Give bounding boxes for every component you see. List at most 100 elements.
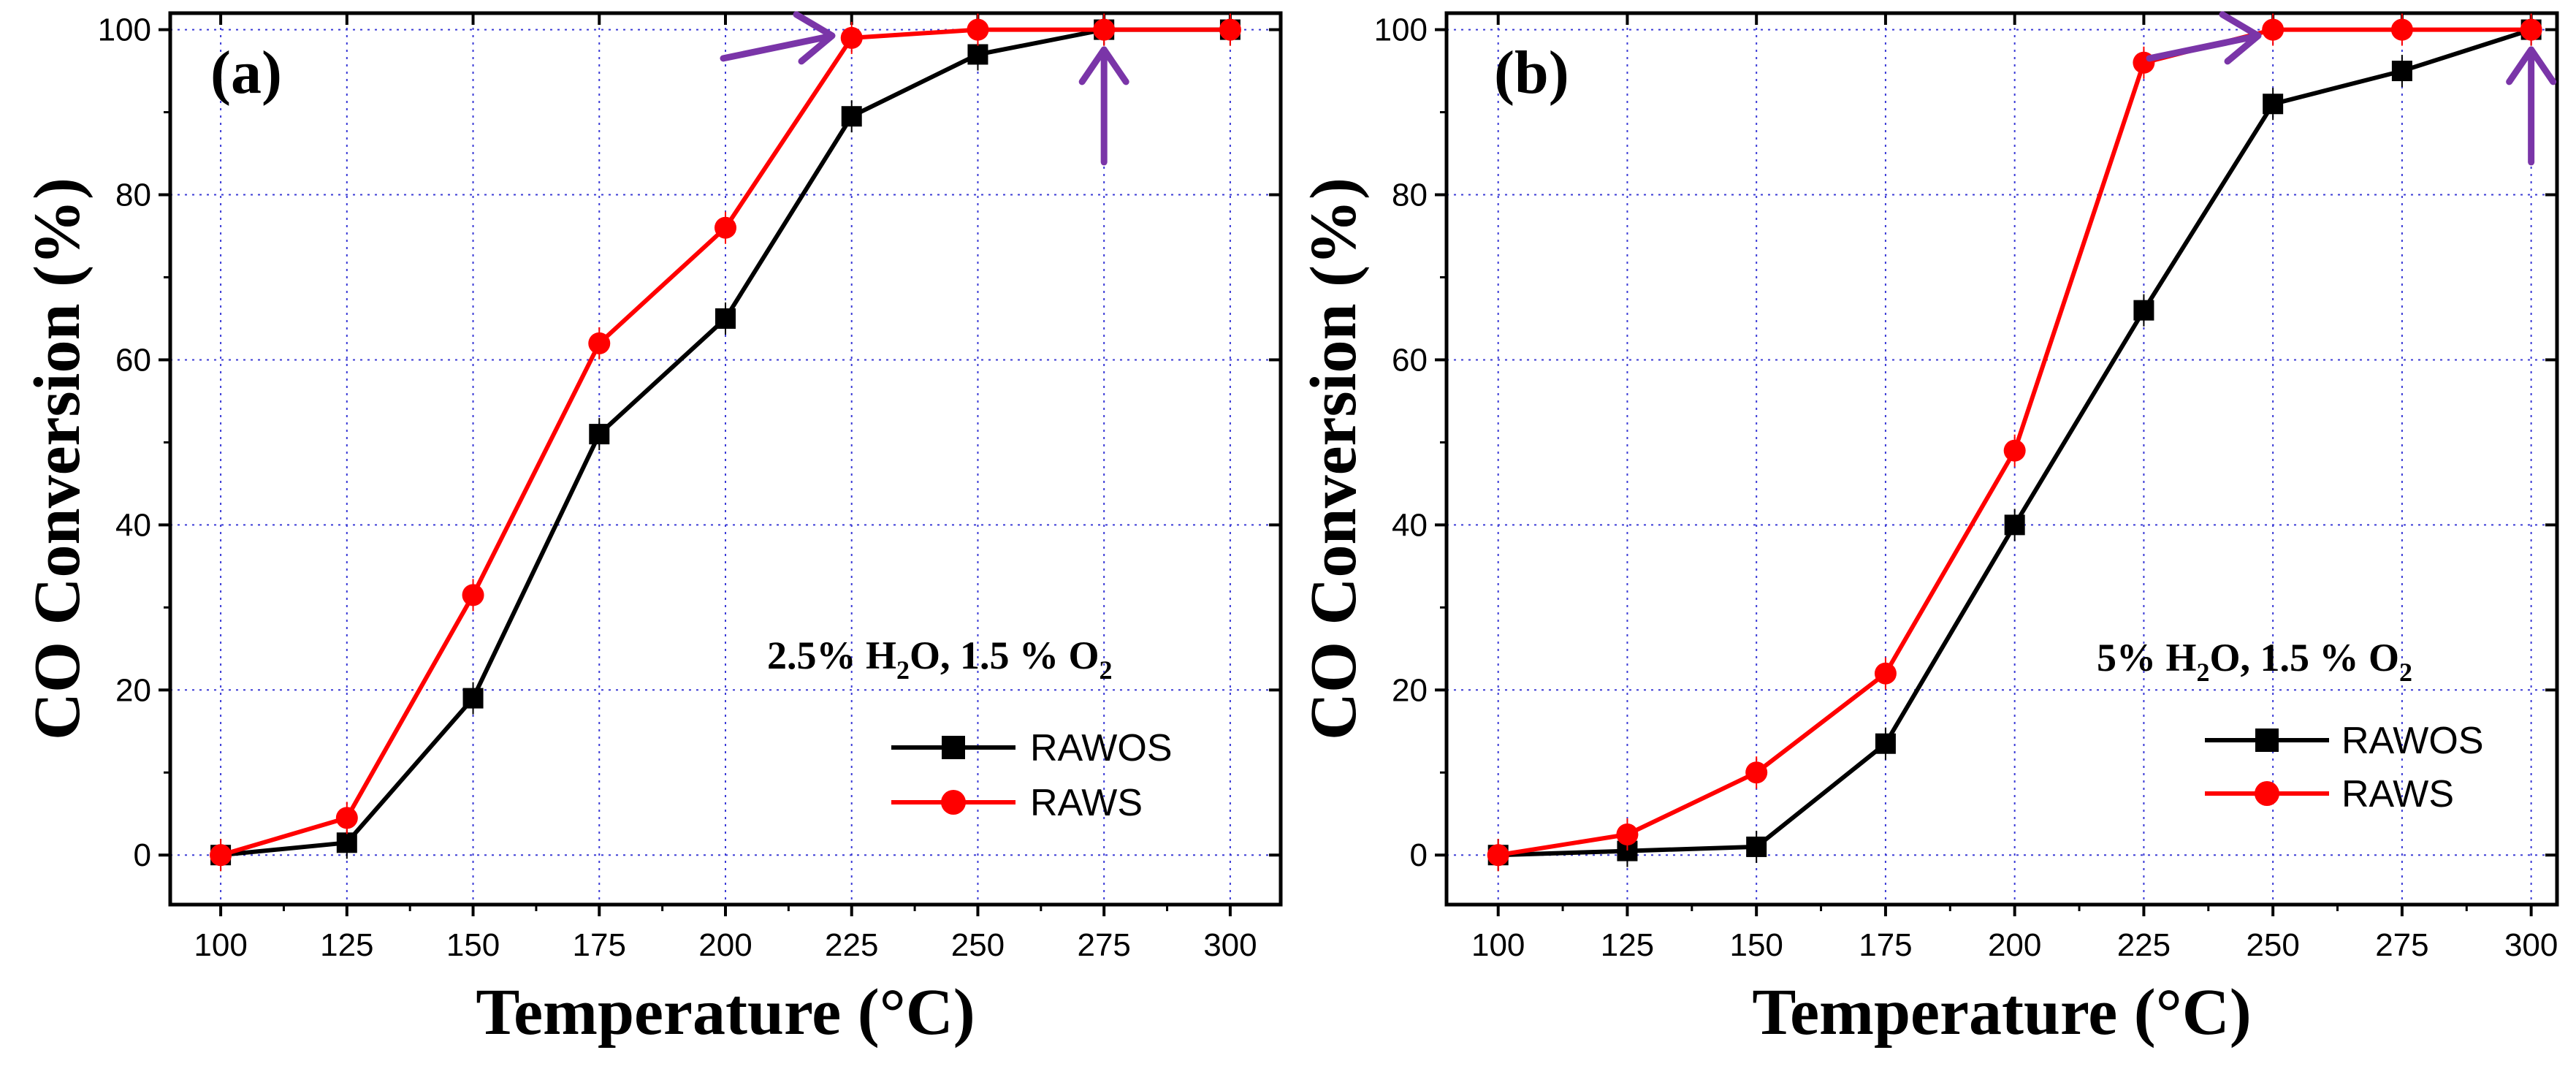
series-raws [1487, 13, 2542, 872]
panel-label: (a) [210, 39, 282, 107]
arrow-shaft [720, 33, 833, 62]
data-point [589, 424, 610, 445]
data-point [1875, 733, 1896, 754]
plot-area [1447, 13, 2557, 905]
y-axis-title: CO Conversion (%) [21, 178, 94, 740]
x-tick-label: 100 [194, 927, 247, 963]
y-tick-label: 60 [1392, 342, 1428, 378]
data-point [2004, 514, 2025, 536]
data-point [2391, 61, 2412, 82]
arrow-annotation [720, 11, 836, 65]
x-tick-label: 150 [446, 927, 500, 963]
legend-label-raws: RAWS [1030, 782, 1143, 824]
arrow-head [793, 11, 836, 65]
y-tick-label: 40 [115, 507, 151, 543]
arrow-annotation [2146, 11, 2262, 65]
condition-middle: O, 1.5 % O [2210, 636, 2400, 680]
legend-marker-raws [2255, 781, 2279, 806]
data-point [1616, 823, 1639, 845]
data-point [715, 308, 736, 329]
data-point [588, 332, 611, 354]
condition-label: 2.5% H2O, 1.5 % O2 [767, 634, 1113, 685]
gridlines [170, 13, 1281, 905]
data-point [210, 844, 232, 867]
x-tick-label: 225 [2117, 927, 2171, 963]
x-tick-label: 275 [1077, 927, 1130, 963]
axis-ticks: 100 125 150 175 200 225 250 275 300 0 20 40 60 80 100 [1374, 12, 2558, 963]
arrow-head [1078, 46, 1129, 85]
condition-sub1: 2 [896, 655, 910, 685]
y-tick-label: 20 [1392, 672, 1428, 708]
legend-marker-rawos [942, 736, 965, 759]
legend-label-raws: RAWS [2341, 773, 2454, 815]
x-tick-label: 125 [320, 927, 373, 963]
legend: RAWOS RAWS [891, 727, 1173, 824]
x-tick-label: 300 [1203, 927, 1257, 963]
legend-label-rawos: RAWOS [1030, 727, 1173, 769]
y-axis-title: CO Conversion (%) [1297, 178, 1370, 740]
y-tick-label: 80 [1392, 178, 1428, 213]
panel-label: (b) [1494, 39, 1569, 107]
condition-prefix: 2.5% H [767, 634, 896, 677]
condition-sub2: 2 [2399, 658, 2412, 687]
x-tick-label: 100 [1471, 927, 1525, 963]
x-tick-label: 250 [951, 927, 1005, 963]
condition-sub1: 2 [2197, 658, 2210, 687]
x-tick-label: 250 [2246, 927, 2299, 963]
axis-ticks: 100 125 150 175 200 225 250 275 300 0 20 40 60 80 100 [98, 12, 1281, 963]
condition-prefix: 5% H [2097, 636, 2197, 680]
legend-marker-raws [941, 790, 966, 815]
data-point [967, 44, 988, 65]
x-tick-label: 275 [2375, 927, 2428, 963]
data-point [1487, 844, 1509, 867]
data-series [210, 13, 1241, 872]
y-tick-label: 0 [1410, 837, 1428, 873]
chart-panel-b: 100 125 150 175 200 225 250 275 300 0 20 40 60 80100 … [1297, 11, 2559, 1049]
condition-middle: O, 1.5 % O [910, 634, 1100, 677]
data-point [2390, 18, 2413, 41]
data-point [1219, 18, 1241, 41]
y-tick-label: 60 [115, 342, 151, 378]
data-point [1093, 18, 1116, 41]
data-point [462, 688, 484, 709]
legend-marker-rawos [2255, 728, 2279, 752]
arrow-annotation [2506, 46, 2557, 166]
arrow-head [2219, 11, 2262, 65]
y-tick-label: 0 [134, 837, 151, 873]
data-point [1874, 662, 1897, 685]
y-tick-label: 40 [1392, 507, 1428, 543]
y-tick-label: 80 [115, 178, 151, 213]
annotation-arrows [720, 11, 1129, 166]
y-tick-label: 100 [98, 12, 151, 48]
x-tick-label: 175 [1859, 927, 1912, 963]
condition-sub2: 2 [1100, 655, 1113, 685]
data-point [840, 26, 863, 49]
x-axis-title: Temperature (°C) [1752, 976, 2251, 1049]
data-point [335, 807, 358, 829]
data-point [2133, 300, 2154, 321]
x-tick-label: 200 [698, 927, 752, 963]
data-point [2003, 439, 2026, 462]
data-point [967, 18, 989, 41]
x-tick-label: 125 [1601, 927, 1654, 963]
legend: RAWOS RAWS [2205, 720, 2484, 815]
x-tick-label: 150 [1729, 927, 1783, 963]
data-point [1745, 761, 1768, 784]
data-point [2263, 94, 2284, 115]
arrow-shaft [2146, 33, 2259, 62]
plot-frame [1444, 11, 2559, 907]
legend-label-rawos: RAWOS [2341, 720, 2484, 762]
arrow-head [2506, 46, 2557, 85]
data-point [841, 106, 862, 127]
data-series [1487, 13, 2542, 872]
data-point [2262, 18, 2285, 41]
data-point [2520, 18, 2542, 41]
x-tick-label: 300 [2504, 927, 2558, 963]
condition-label: 5% H2O, 1.5 % O2 [2097, 636, 2412, 687]
data-point [1746, 836, 1767, 857]
chart-panel-a: 100 125 150 175 200 225 250 275 300 0 20 40 60 80100 … [21, 11, 1283, 1049]
arrow-annotation [1078, 46, 1129, 166]
data-point [715, 216, 736, 239]
x-axis-title: Temperature (°C) [476, 976, 975, 1049]
